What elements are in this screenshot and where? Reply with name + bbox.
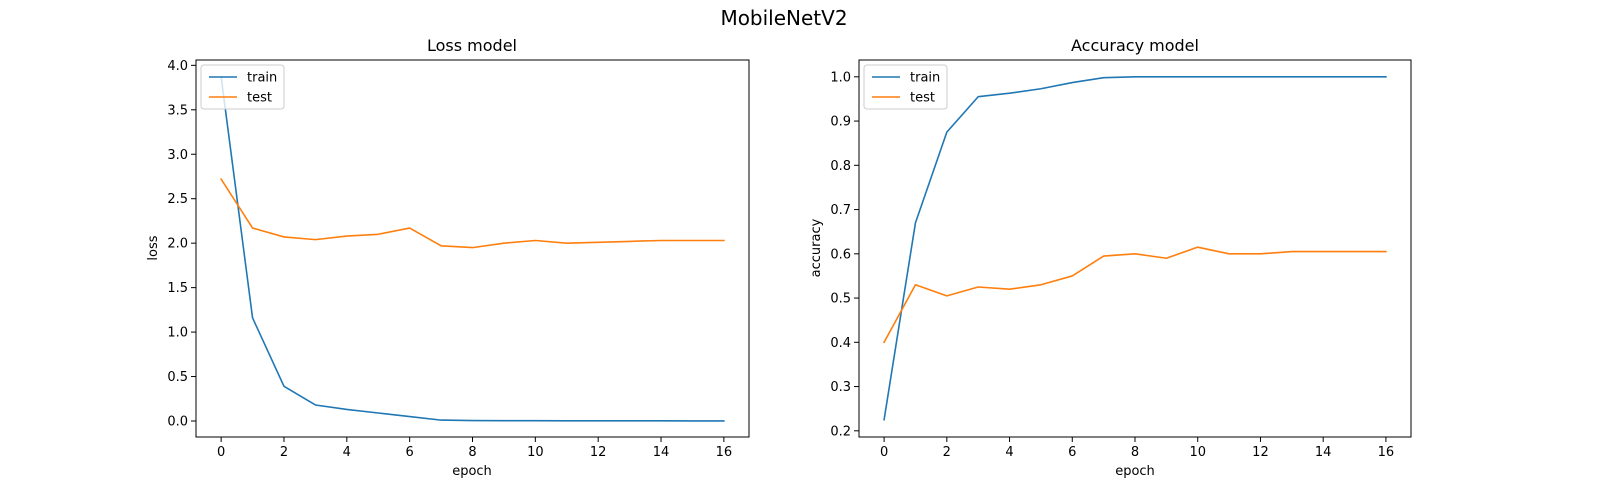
loss-chart-frame — [195, 59, 750, 438]
loss-chart-series-test-line — [220, 178, 725, 249]
accuracy-chart-title: Accuracy model — [1071, 36, 1199, 55]
accuracy-chart-ticks: 0 2 4 6 8 10 12 14 16 0.2 0.3 0.4 0.5 0.6 0.7 0.8 0.9 1.0 — [830, 70, 1394, 460]
accuracy-chart-ytick-label: 0.4 — [830, 336, 851, 351]
accuracy-chart-frame — [858, 59, 1412, 438]
loss-chart-xtick-label: 0 — [217, 445, 225, 460]
accuracy-chart-xtick-label: 4 — [1005, 445, 1013, 460]
loss-chart-legend: train test — [200, 64, 285, 110]
loss-chart-title: Loss model — [427, 36, 517, 55]
loss-chart-xtick-label: 12 — [590, 445, 607, 460]
loss-chart-ytick-label: 4.0 — [167, 59, 188, 74]
accuracy-chart-legend-box — [863, 64, 948, 110]
loss-chart-ytick-label: 3.5 — [167, 103, 188, 118]
accuracy-chart-xtick-label: 8 — [1131, 445, 1139, 460]
accuracy-chart-ytick-label: 0.9 — [830, 115, 851, 130]
accuracy-chart-xtick-label: 6 — [1068, 445, 1076, 460]
loss-chart-ticks: 0 2 4 6 8 10 12 14 16 0.0 0.5 1.0 1.5 2.0 2.5 3.0 3.5 4.0 — [167, 59, 732, 460]
accuracy-chart-ytick-label: 0.2 — [830, 424, 851, 439]
accuracy-chart-series-test-line — [883, 246, 1387, 344]
loss-chart-xtick-label: 8 — [468, 445, 476, 460]
loss-chart-ytick-label: 1.5 — [167, 281, 188, 296]
loss-chart-xtick-label: 2 — [280, 445, 288, 460]
loss-chart-xtick-label: 10 — [527, 445, 544, 460]
loss-chart-xlabel: epoch — [452, 464, 492, 479]
loss-chart-xtick-label: 6 — [406, 445, 414, 460]
accuracy-chart-ytick-label: 0.6 — [830, 247, 851, 262]
accuracy-chart-lines — [883, 76, 1387, 421]
loss-chart-legend-box — [200, 64, 285, 110]
loss-chart-xtick-label: 16 — [716, 445, 733, 460]
accuracy-chart-xtick-label: 2 — [943, 445, 951, 460]
accuracy-chart-xlabel: epoch — [1115, 464, 1155, 479]
loss-chart-ytick-label: 0.0 — [167, 414, 188, 429]
loss-chart: Loss model epoch loss 0 2 4 6 8 10 12 14 16 0.0 0.… — [146, 36, 750, 479]
loss-chart-ytick-label: 1.0 — [167, 326, 188, 341]
accuracy-chart-ytick-label: 0.7 — [830, 203, 851, 218]
loss-chart-xtick-label: 14 — [653, 445, 670, 460]
accuracy-chart-legend-label-train: train — [910, 71, 940, 86]
loss-chart-ylabel: loss — [146, 235, 161, 260]
accuracy-chart-xtick-label: 0 — [880, 445, 888, 460]
accuracy-chart-ytick-label: 0.5 — [830, 292, 851, 307]
loss-chart-ytick-label: 0.5 — [167, 370, 188, 385]
figure-suptitle: MobileNetV2 — [720, 6, 847, 30]
accuracy-chart-ytick-label: 0.8 — [830, 159, 851, 174]
accuracy-chart: Accuracy model epoch accuracy 0 2 4 6 8 10 12 1… — [809, 36, 1412, 479]
loss-chart-series-train-line — [220, 75, 725, 422]
accuracy-chart-xtick-label: 14 — [1315, 445, 1332, 460]
loss-chart-ytick-label: 2.5 — [167, 192, 188, 207]
accuracy-chart-ylabel: accuracy — [809, 218, 824, 277]
loss-chart-legend-label-train: train — [247, 71, 277, 86]
loss-chart-legend-label-test: test — [247, 91, 272, 106]
accuracy-chart-ytick-label: 1.0 — [830, 70, 851, 85]
loss-chart-ytick-label: 3.0 — [167, 148, 188, 163]
accuracy-chart-series-train-line — [883, 76, 1387, 421]
loss-chart-xtick-label: 4 — [343, 445, 351, 460]
accuracy-chart-xtick-label: 16 — [1378, 445, 1395, 460]
accuracy-chart-legend-label-test: test — [910, 91, 935, 106]
accuracy-chart-xtick-label: 12 — [1252, 445, 1269, 460]
loss-chart-ytick-label: 2.0 — [167, 237, 188, 252]
loss-chart-lines — [220, 75, 725, 422]
accuracy-chart-ytick-label: 0.3 — [830, 380, 851, 395]
accuracy-chart-xtick-label: 10 — [1189, 445, 1206, 460]
accuracy-chart-legend: train test — [863, 64, 948, 110]
